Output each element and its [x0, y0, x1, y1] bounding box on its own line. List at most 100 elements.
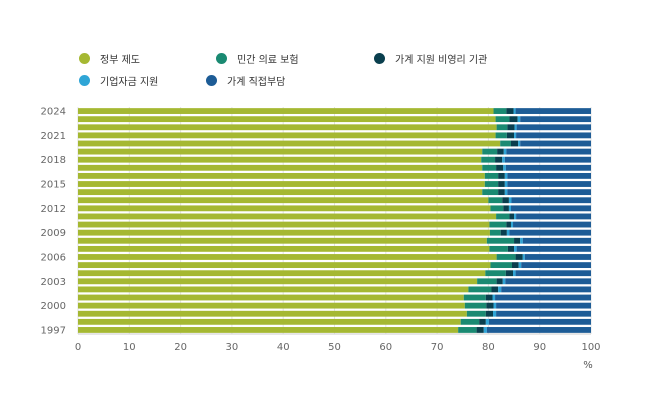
bar-segment-2010-series-4[interactable] [513, 221, 591, 228]
bar-segment-2010-series-3[interactable] [510, 221, 514, 228]
bar-segment-2011-series-3[interactable] [514, 213, 517, 220]
bar-segment-2010-series-0[interactable] [78, 221, 490, 228]
bar-segment-1997-series-2[interactable] [476, 327, 484, 333]
bar-segment-2003-series-3[interactable] [502, 278, 506, 285]
bar-segment-2007-series-4[interactable] [516, 245, 591, 252]
bar-segment-2007-series-1[interactable] [489, 245, 508, 252]
bar-segment-2019-series-1[interactable] [482, 148, 498, 155]
bar-segment-2012-series-2[interactable] [503, 205, 509, 212]
bar-segment-2019-series-0[interactable] [78, 148, 483, 155]
bar-segment-2016-series-1[interactable] [484, 172, 499, 179]
bar-segment-2008-series-2[interactable] [514, 237, 521, 244]
bar-segment-1998-series-1[interactable] [460, 318, 480, 325]
bar-segment-2024-series-3[interactable] [513, 108, 516, 114]
bar-segment-2018-series-4[interactable] [504, 156, 591, 163]
bar-segment-2005-series-3[interactable] [518, 262, 522, 269]
bar-segment-2004-series-2[interactable] [505, 270, 514, 277]
bar-segment-2001-series-4[interactable] [495, 294, 591, 301]
bar-segment-2005-series-2[interactable] [511, 262, 519, 269]
bar-segment-2009-series-3[interactable] [506, 229, 510, 236]
bar-segment-2021-series-3[interactable] [514, 132, 517, 139]
bar-segment-2013-series-2[interactable] [502, 197, 509, 204]
bar-segment-2012-series-0[interactable] [78, 205, 491, 212]
bar-segment-2022-series-2[interactable] [507, 124, 515, 131]
bar-segment-2000-series-2[interactable] [486, 302, 494, 309]
bar-segment-2024-series-0[interactable] [78, 108, 494, 114]
bar-segment-1997-series-1[interactable] [458, 327, 477, 333]
bar-segment-2002-series-4[interactable] [501, 286, 591, 293]
bar-segment-2011-series-4[interactable] [516, 213, 591, 220]
bar-segment-2015-series-3[interactable] [504, 181, 508, 187]
legend-item-private-insurance[interactable]: 민간 의료 보험 [216, 51, 299, 66]
bar-segment-2015-series-2[interactable] [498, 181, 505, 187]
bar-segment-2005-series-1[interactable] [490, 262, 512, 269]
bar-segment-2012-series-3[interactable] [508, 205, 511, 212]
bar-segment-1997-series-0[interactable] [78, 327, 459, 333]
bar-segment-2004-series-3[interactable] [513, 270, 516, 277]
bar-segment-2001-series-3[interactable] [492, 294, 496, 301]
legend-item-enterprise[interactable]: 기업자금 지원 [79, 73, 158, 88]
bar-segment-2003-series-1[interactable] [477, 278, 497, 285]
bar-segment-2013-series-1[interactable] [488, 197, 503, 204]
bar-segment-2000-series-4[interactable] [496, 302, 591, 309]
bar-segment-2016-series-0[interactable] [78, 172, 485, 179]
bar-segment-2010-series-2[interactable] [506, 221, 511, 228]
bar-segment-2009-series-0[interactable] [78, 229, 490, 236]
bar-segment-2017-series-2[interactable] [496, 164, 504, 171]
bar-segment-2014-series-1[interactable] [482, 189, 499, 196]
bar-segment-2008-series-1[interactable] [486, 237, 515, 244]
bar-segment-2001-series-1[interactable] [463, 294, 486, 301]
bar-segment-2004-series-4[interactable] [515, 270, 591, 277]
bar-segment-2003-series-0[interactable] [78, 278, 478, 285]
bar-segment-1998-series-0[interactable] [78, 318, 461, 325]
bar-segment-2008-series-4[interactable] [522, 237, 591, 244]
legend-item-government[interactable]: 정부 제도 [79, 51, 140, 66]
bar-segment-2002-series-1[interactable] [468, 286, 492, 293]
bar-segment-2012-series-1[interactable] [490, 205, 504, 212]
bar-segment-1998-series-2[interactable] [479, 318, 486, 325]
bar-segment-2013-series-3[interactable] [508, 197, 512, 204]
bar-segment-2020-series-0[interactable] [78, 140, 501, 147]
bar-segment-2016-series-3[interactable] [504, 172, 508, 179]
bar-segment-1998-series-3[interactable] [485, 318, 489, 325]
bar-segment-2020-series-4[interactable] [520, 140, 591, 147]
bar-segment-2010-series-1[interactable] [489, 221, 507, 228]
bar-segment-2022-series-4[interactable] [516, 124, 591, 131]
bar-segment-2013-series-4[interactable] [511, 197, 591, 204]
bar-segment-2017-series-3[interactable] [503, 164, 506, 171]
bar-segment-2013-series-0[interactable] [78, 197, 489, 204]
bar-segment-2023-series-3[interactable] [517, 116, 521, 123]
bar-segment-2002-series-0[interactable] [78, 286, 469, 293]
bar-segment-2002-series-2[interactable] [491, 286, 499, 293]
bar-segment-2021-series-0[interactable] [78, 132, 496, 139]
bar-segment-2009-series-4[interactable] [509, 229, 591, 236]
bar-segment-2003-series-2[interactable] [496, 278, 503, 285]
bar-segment-2018-series-0[interactable] [78, 156, 482, 163]
bar-segment-2024-series-1[interactable] [493, 108, 507, 114]
bar-segment-2005-series-4[interactable] [521, 262, 591, 269]
bar-segment-1999-series-3[interactable] [493, 310, 497, 317]
bar-segment-2023-series-2[interactable] [509, 116, 518, 123]
bar-segment-2018-series-3[interactable] [502, 156, 505, 163]
bar-segment-2002-series-3[interactable] [498, 286, 502, 293]
bar-segment-2006-series-4[interactable] [524, 254, 591, 260]
bar-segment-2020-series-2[interactable] [510, 140, 519, 147]
bar-segment-1999-series-2[interactable] [485, 310, 494, 317]
bar-segment-2015-series-4[interactable] [507, 181, 591, 187]
bar-segment-1997-series-4[interactable] [486, 327, 591, 333]
bar-segment-2024-series-2[interactable] [506, 108, 514, 114]
bar-segment-2015-series-1[interactable] [484, 181, 499, 187]
bar-segment-2020-series-3[interactable] [518, 140, 521, 147]
bar-segment-2023-series-1[interactable] [495, 116, 510, 123]
bar-segment-2014-series-4[interactable] [507, 189, 591, 196]
bar-segment-2019-series-2[interactable] [497, 148, 504, 155]
bar-segment-2014-series-2[interactable] [498, 189, 505, 196]
bar-segment-2019-series-3[interactable] [503, 148, 507, 155]
bar-segment-2008-series-3[interactable] [520, 237, 523, 244]
bar-segment-2022-series-3[interactable] [514, 124, 517, 131]
bar-segment-2016-series-4[interactable] [507, 172, 591, 179]
bar-segment-2021-series-1[interactable] [495, 132, 507, 139]
bar-segment-2007-series-0[interactable] [78, 245, 490, 252]
bar-segment-2008-series-0[interactable] [78, 237, 487, 244]
bar-segment-2006-series-0[interactable] [78, 254, 497, 260]
